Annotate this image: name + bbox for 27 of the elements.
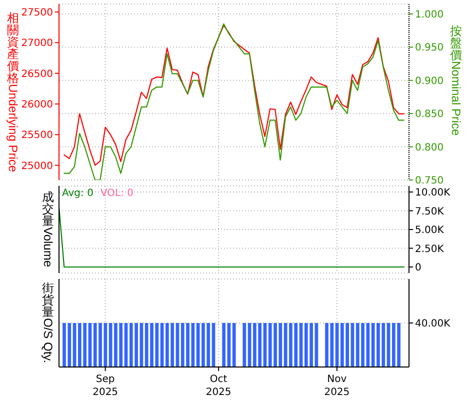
y-tick-label: 0 xyxy=(415,262,422,274)
y2-tick-label: 0.800 xyxy=(415,142,444,154)
y-tick-label: 26000 xyxy=(21,100,53,111)
y-axis-title: 成交量Volume xyxy=(41,190,55,268)
x-tick-label: Nov 2025 xyxy=(324,374,350,398)
y2-tick-label: 0.850 xyxy=(415,109,444,120)
y-axis-title: 相關資產價格Underlying Price xyxy=(6,10,20,172)
y2-tick-label: 1.000 xyxy=(415,10,444,21)
y-tick-label: 5.00K xyxy=(415,225,444,236)
y-axis-title: 街貨量O/S Qty. xyxy=(41,281,55,364)
y-tick-label: 10.00K xyxy=(415,188,451,199)
y2-tick-label: 0.950 xyxy=(415,42,444,54)
y2-tick-label: 0.900 xyxy=(415,76,444,87)
y-tick-label: 2.50K xyxy=(415,244,444,255)
x-tick-label: Oct 2025 xyxy=(206,374,232,398)
y-tick-label: 40.00K xyxy=(415,318,451,330)
y2-tick-label: 0.750 xyxy=(415,176,444,187)
y-tick-label: 25000 xyxy=(21,160,53,172)
y-tick-label: 27000 xyxy=(21,38,53,50)
y-tick-label: 25500 xyxy=(21,130,53,142)
y-tick-label: 7.50K xyxy=(415,206,444,218)
y-tick-label: 27500 xyxy=(21,8,53,19)
annotation: VOL: 0 xyxy=(100,188,134,200)
y-tick-label: 26500 xyxy=(21,68,53,80)
x-tick-label: Sep 2025 xyxy=(92,374,118,398)
series-label: Avg: 0 xyxy=(62,188,94,200)
y2-axis-title: 按盤價Nominal Price xyxy=(449,24,463,136)
